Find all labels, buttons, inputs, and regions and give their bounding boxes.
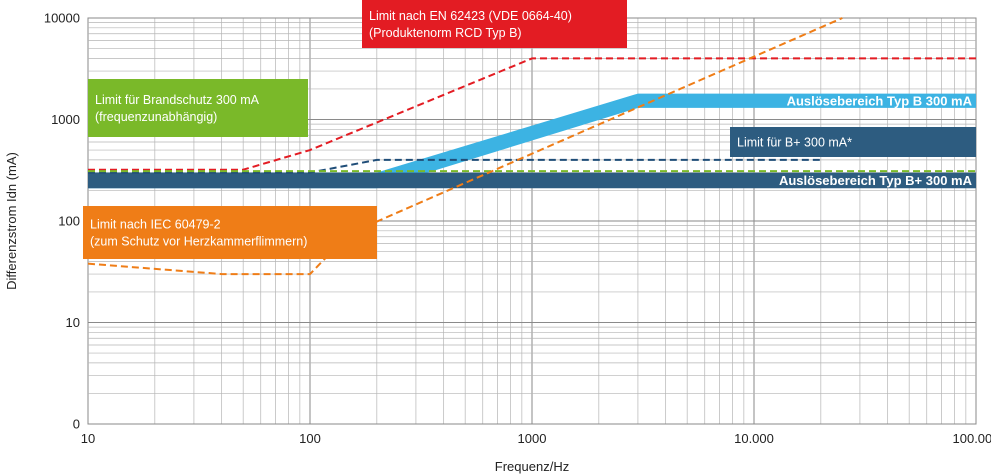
annotation-iec-60479: Limit nach IEC 60479-2 (zum Schutz vor He… [83,206,377,259]
annotation-boxes: Limit nach EN 62423 (VDE 0664-40) (Produk… [83,0,976,259]
y-tick-label: 0 [73,417,80,432]
band-label-typ-b: Auslösebereich Typ B 300 mA [787,93,973,108]
y-tick-label: 100 [58,214,80,229]
annotation-brandschutz-line: Limit für Brandschutz 300 mA [95,93,260,107]
annotation-b-plus-box [730,127,976,157]
limit-lines [87,17,976,276]
limit-line-en-62423 [88,57,976,171]
y-tick-label: 10 [66,315,80,330]
annotation-b-plus-line: Limit für B+ 300 mA* [737,136,852,150]
annotation-en-62423: Limit nach EN 62423 (VDE 0664-40) (Produk… [362,0,627,48]
annotation-b-plus: Limit für B+ 300 mA* [730,127,976,157]
annotation-en-62423-line: Limit nach EN 62423 (VDE 0664-40) [369,9,572,23]
x-tick-label: 100 [299,431,321,446]
y-tick-label: 10000 [44,11,80,26]
y-tick-label: 1000 [51,112,80,127]
x-tick-label: 10.000 [734,431,774,446]
band-typ-b-plus [88,172,976,189]
y-axis-title: Differenzstrom Idn (mA) [4,152,19,290]
x-tick-label: 100.000 [953,431,991,446]
annotation-iec-60479-line: (zum Schutz vor Herzkammerflimmern) [90,235,307,249]
annotation-en-62423-line: (Produktenorm RCD Typ B) [369,26,522,40]
limit-line-b-plus [88,158,821,174]
annotation-iec-60479-box [83,206,377,259]
x-tick-label: 1000 [518,431,547,446]
x-tick-label: 10 [81,431,95,446]
annotation-en-62423-box [362,0,627,48]
band-labels: Auslösebereich Typ B 300 mA Auslösebereic… [779,93,973,188]
annotation-brandschutz-line: (frequenzunabhängig) [95,110,217,124]
limit-line-iec-60479 [87,17,843,276]
annotation-brandschutz: Limit für Brandschutz 300 mA (frequenzuna… [88,79,308,137]
x-axis-title: Frequenz/Hz [495,459,569,474]
annotation-iec-60479-line: Limit nach IEC 60479-2 [90,218,221,232]
band-label-typ-b-plus: Auslösebereich Typ B+ 300 mA [779,173,973,188]
annotation-brandschutz-box [88,79,308,137]
trip-bands [88,93,976,189]
